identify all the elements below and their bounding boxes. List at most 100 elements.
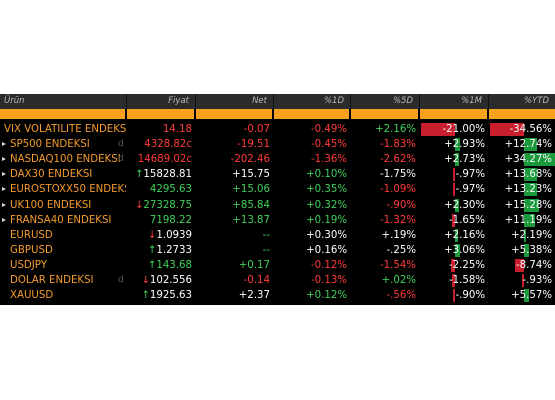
change-1d-cell-value: -0.49% — [310, 124, 347, 135]
change-5d-cell: +2.16% — [351, 122, 419, 137]
change-ytd-cell: +13.23% — [489, 182, 555, 197]
change-5d-cell: -.90% — [351, 198, 419, 213]
instrument-name[interactable]: NASDAQ100 ENDEKSI — [0, 152, 126, 167]
table-row[interactable]: EUROSTOXX50 ENDEKSI 4295.63 +15.06 +0.35% -1… — [0, 182, 555, 197]
change-5d-cell-value: +2.16% — [375, 124, 416, 135]
header-fiyat[interactable]: Fiyat — [168, 96, 189, 106]
instrument-label: EURUSD — [10, 229, 53, 241]
price-cell: 14689.02c — [127, 152, 195, 167]
change-1m-cell-bar — [421, 123, 455, 136]
table-row[interactable]: VIX VOLATILITE ENDEKSI 14.18 -0.07 -0.49% +2… — [0, 122, 555, 137]
price-value: 1.0939 — [156, 229, 192, 241]
net-cell-value: -202.46 — [230, 154, 270, 166]
header-urun[interactable]: Ürün — [4, 96, 25, 106]
change-5d-cell-value: -1.32% — [379, 214, 416, 226]
price-value: 27328.75 — [143, 199, 192, 211]
net-cell-value: -0.14 — [243, 275, 270, 286]
header-net[interactable]: Net — [252, 96, 267, 106]
arrow-up-icon: ↑ — [134, 169, 144, 181]
expand-arrow-icon[interactable] — [2, 172, 6, 177]
instrument-name[interactable]: VIX VOLATILITE ENDEKSI — [0, 122, 126, 137]
change-5d-cell: -2.62% — [351, 152, 419, 167]
instrument-name[interactable]: XAUUSD — [0, 288, 126, 303]
change-ytd-cell-value: -.93% — [522, 275, 552, 286]
table-row[interactable]: EURUSD ↓1.0939 -- +0.30% +.19% +2.16% +2.19% — [0, 228, 555, 243]
change-1d-cell-value: +0.19% — [306, 214, 347, 226]
net-cell-value: +15.06 — [232, 184, 270, 196]
change-1m-cell-value: -.90% — [455, 290, 485, 302]
change-5d-cell: -1.54% — [351, 258, 419, 273]
header-1d[interactable]: %1D — [323, 96, 344, 106]
table-row[interactable]: DAX30 ENDEKSI ↑15828.81 +15.75 +0.10% -1.75%… — [0, 167, 555, 182]
change-1d-cell-value: +0.30% — [306, 229, 347, 241]
instrument-name[interactable]: EURUSD — [0, 228, 126, 243]
price-value: 102.556 — [149, 275, 192, 286]
change-ytd-cell-value: +13.68% — [504, 169, 552, 181]
change-ytd-cell-bar — [524, 228, 527, 242]
price-cell: ↑1.2733 — [127, 243, 195, 258]
net-cell-value: +2.37 — [238, 290, 270, 302]
change-ytd-cell-value: -8.74% — [515, 259, 552, 271]
delayed-indicator: d — [118, 275, 124, 285]
net-cell: -- — [196, 243, 273, 258]
change-ytd-cell-bar — [524, 168, 538, 182]
instrument-name[interactable]: DAX30 ENDEKSI — [0, 167, 126, 182]
delayed-indicator: d — [118, 154, 124, 165]
table-row[interactable]: DOLAR ENDEKSI d ↓102.556 -0.14 -0.13% +.02% -1… — [0, 273, 555, 288]
expand-arrow-icon[interactable] — [2, 202, 6, 207]
net-cell: +15.06 — [196, 182, 273, 197]
change-ytd-cell-bar — [524, 153, 555, 167]
change-1d-cell: -0.13% — [274, 273, 350, 288]
net-cell-value: -- — [262, 244, 270, 256]
net-cell: -202.46 — [196, 152, 273, 167]
change-5d-cell-value: +.19% — [381, 229, 416, 241]
change-5d-cell-value: -1.75% — [379, 169, 416, 181]
expand-arrow-icon[interactable] — [2, 217, 6, 222]
instrument-name[interactable]: USDJPY — [0, 258, 126, 273]
instrument-name[interactable]: EUROSTOXX50 ENDEKSI — [0, 182, 126, 197]
expand-arrow-icon[interactable] — [2, 187, 6, 192]
instrument-name[interactable]: UK100 ENDEKSI — [0, 198, 126, 213]
change-1m-cell-value: +2.30% — [444, 199, 485, 211]
delayed-indicator: d — [118, 139, 124, 150]
table-row[interactable]: NASDAQ100 ENDEKSI d 14689.02c -202.46 -1.36%… — [0, 152, 555, 167]
change-1m-cell-bar — [451, 258, 455, 272]
table-row[interactable]: USDJPY ↑143.68 +0.17 -0.12% -1.54% -2.25% -8.7… — [0, 258, 555, 273]
table-row[interactable]: UK100 ENDEKSI ↓27328.75 +85.84 +0.32% -.90% +… — [0, 198, 555, 213]
instrument-name[interactable]: DOLAR ENDEKSI — [0, 273, 126, 288]
table-row[interactable]: XAUUSD ↑1925.63 +2.37 +0.12% -.56% -.90% +5.57… — [0, 288, 555, 303]
net-cell: -0.14 — [196, 273, 273, 288]
table-row[interactable]: SP500 ENDEKSI d 4328.82c -19.51 -0.45% -1.83%… — [0, 137, 555, 152]
change-1m-cell-value: -1.58% — [448, 275, 485, 286]
instrument-label: UK100 ENDEKSI — [10, 199, 92, 211]
header-5d[interactable]: %5D — [392, 96, 413, 106]
change-ytd-cell: +11.19% — [489, 213, 555, 228]
instrument-label: DOLAR ENDEKSI — [10, 275, 94, 286]
expand-arrow-icon[interactable] — [2, 142, 6, 147]
arrow-up-icon: ↑ — [147, 244, 157, 256]
change-ytd-cell-value: +15.28% — [504, 199, 552, 211]
change-1d-cell-value: +0.16% — [306, 244, 347, 256]
table-row[interactable]: FRANSA40 ENDEKSI 7198.22 +13.87 +0.19% -1.32… — [0, 213, 555, 228]
change-ytd-cell: +34.27% — [489, 152, 555, 167]
change-5d-cell-value: -.56% — [386, 290, 416, 302]
change-1d-cell-value: +0.12% — [306, 290, 347, 302]
arrow-down-icon: ↓ — [141, 275, 150, 286]
expand-arrow-icon[interactable] — [2, 157, 6, 162]
change-1d-cell: -1.36% — [274, 152, 350, 167]
change-1m-cell-value: +2.93% — [444, 139, 485, 151]
header-ytd[interactable]: %YTD — [523, 96, 549, 106]
change-1m-cell-value: -.97% — [455, 169, 485, 181]
table-row[interactable]: GBPUSD ↑1.2733 -- +0.16% -.25% +3.06% +5.38% — [0, 243, 555, 258]
instrument-name[interactable]: SP500 ENDEKSI — [0, 137, 126, 152]
change-1m-cell-bar — [453, 289, 455, 303]
change-5d-cell: +.02% — [351, 273, 419, 288]
change-ytd-cell: -.93% — [489, 273, 555, 288]
header-1m[interactable]: %1M — [461, 96, 482, 106]
instrument-name[interactable]: GBPUSD — [0, 243, 126, 258]
change-1m-cell-value: -2.25% — [448, 259, 485, 271]
change-ytd-cell: +2.19% — [489, 228, 555, 243]
instrument-name[interactable]: FRANSA40 ENDEKSI — [0, 213, 126, 228]
net-cell: -19.51 — [196, 137, 273, 152]
change-1m-cell-bar — [453, 168, 455, 182]
